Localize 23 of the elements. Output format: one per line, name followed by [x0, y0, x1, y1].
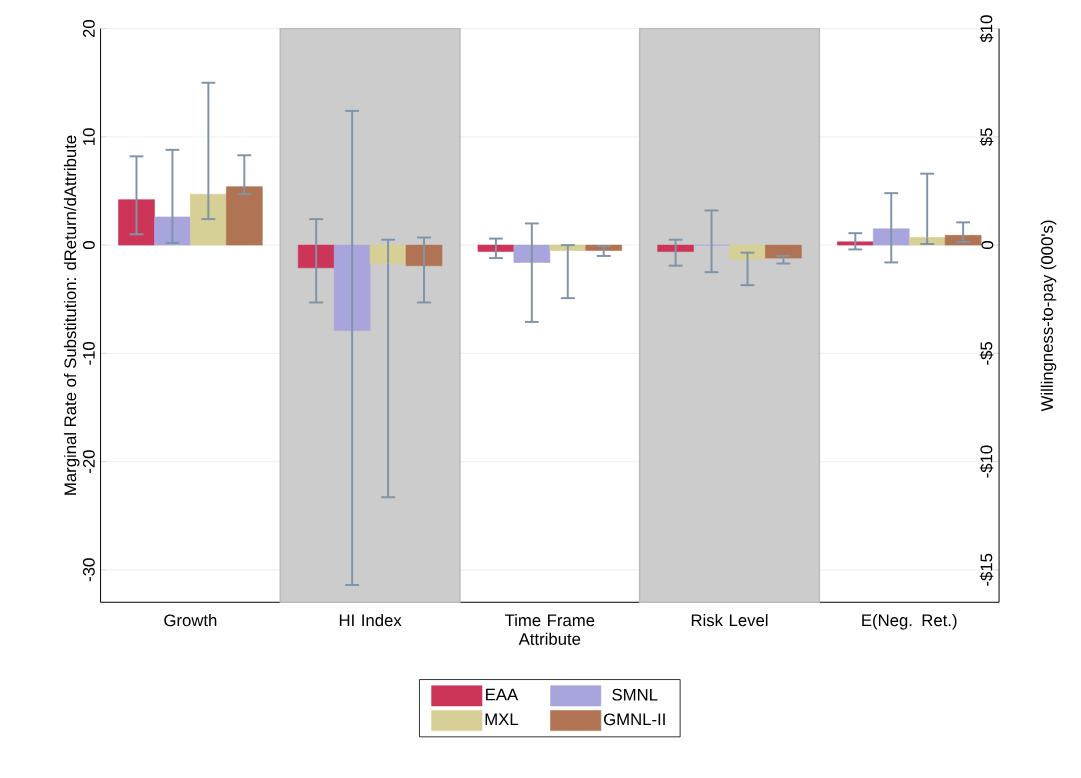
x-tick-label: Risk Level: [691, 613, 768, 627]
y2-tick-label: $10: [979, 15, 994, 43]
y-tick-label: -10: [82, 341, 95, 365]
legend-label: SMNL: [612, 688, 658, 701]
y-axis-title: Marginal Rate of Substitution: dReturn/dAttribute: [63, 135, 80, 495]
x-tick-label: Time Frame Attribute: [504, 613, 595, 645]
y2-axis-title: Willingness-to-pay (000's): [1040, 220, 1057, 412]
y2-tick-label: $5: [979, 128, 994, 146]
legend-label: MXL: [485, 713, 519, 726]
y2-tick-label: -$15: [979, 553, 994, 586]
legend-label: GMNL-II: [604, 713, 665, 726]
y-tick-label: -30: [82, 558, 95, 582]
x-tick-label: E(Neg. Ret.): [862, 613, 957, 630]
y-tick-label: 20: [82, 19, 95, 38]
y-tick-label: -20: [82, 450, 95, 473]
x-tick-label: HI Index: [339, 613, 402, 627]
y2-tick-label: -$10: [979, 445, 994, 478]
x-tick-label: Growth: [164, 613, 217, 627]
y-tick-label: 0: [82, 241, 95, 250]
y2-tick-label: -$5: [979, 341, 994, 365]
y-tick-label: 10: [82, 128, 95, 145]
y2-tick-label: 0: [981, 241, 994, 250]
legend-label: EAA: [486, 688, 519, 701]
